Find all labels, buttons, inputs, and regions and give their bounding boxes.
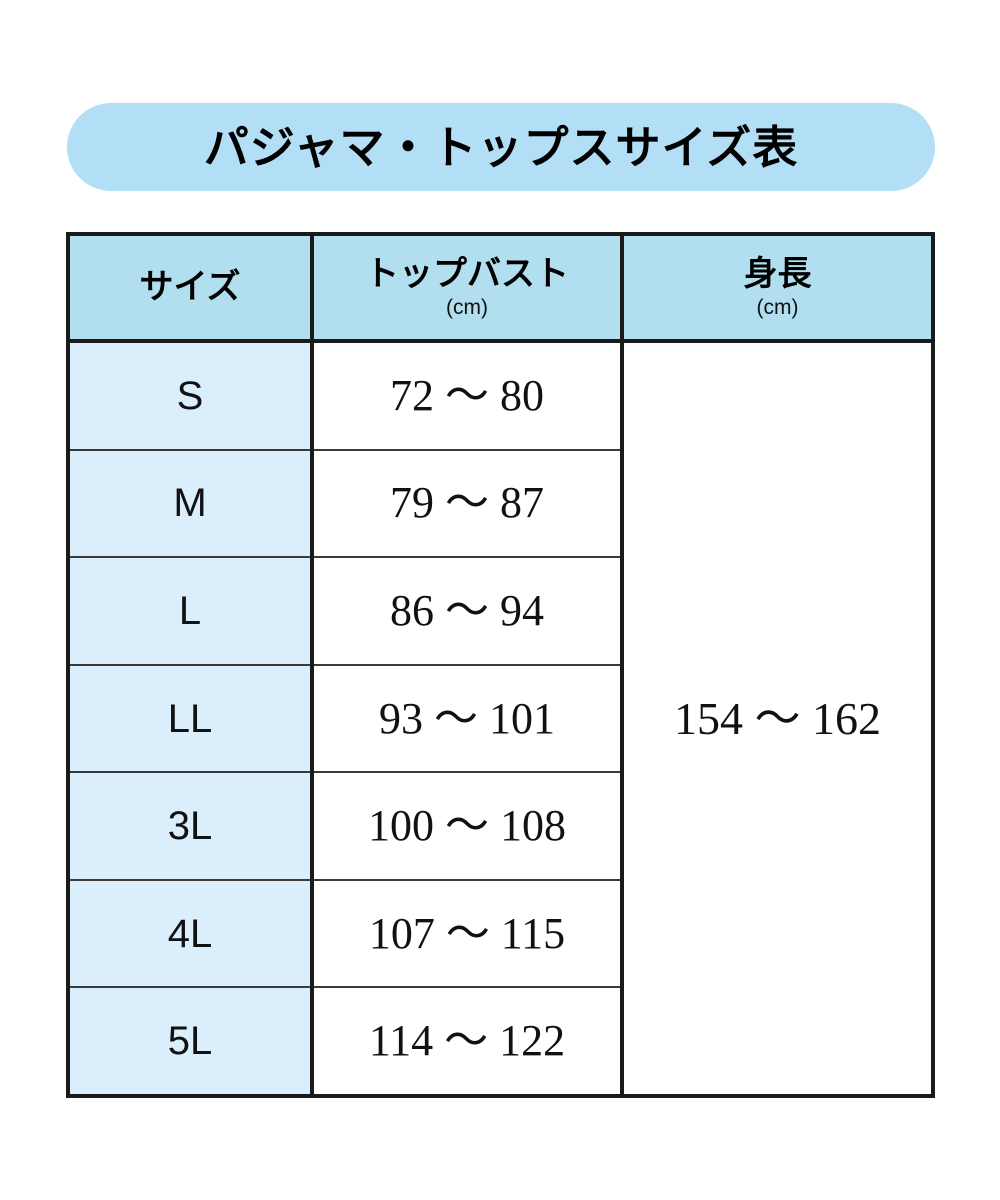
size-value: 4L [167,911,213,956]
table-body: S M L LL 3L 4L 5L 72 〜 80 79 〜 87 86 〜 9… [70,343,931,1094]
size-value: 3L [167,804,213,849]
table-cell: 72 〜 80 [314,343,620,451]
table-cell: 107 〜 115 [314,881,620,989]
column-header-size-label: サイズ [139,266,241,307]
table-cell: 100 〜 108 [314,773,620,881]
column-header-top-bust-unit: (cm) [446,295,488,319]
height-value: 154 〜 162 [674,692,881,744]
table-cell: 86 〜 94 [314,558,620,666]
table-header-row: サイズ トップバスト (cm) 身長 (cm) [70,236,931,343]
table-row: S [70,343,310,451]
size-value: M [173,481,207,526]
size-value: LL [167,696,213,741]
top-bust-value: 100 〜 108 [368,801,566,851]
table-row: 3L [70,773,310,881]
column-header-top-bust: トップバスト (cm) [314,236,624,339]
table-cell: 79 〜 87 [314,451,620,559]
top-bust-value: 107 〜 115 [368,908,566,958]
table-row: LL [70,666,310,774]
table-cell: 93 〜 101 [314,666,620,774]
size-table: サイズ トップバスト (cm) 身長 (cm) S M L LL 3L 4L 5… [66,232,935,1098]
top-bust-value: 79 〜 87 [390,478,544,528]
size-value: S [176,373,204,418]
chart-title-banner: パジャマ・トップスサイズ表 [67,103,935,191]
column-header-height-label: 身長 [743,254,812,295]
top-bust-value: 114 〜 122 [368,1016,566,1066]
top-bust-value: 72 〜 80 [390,370,544,420]
column-header-height: 身長 (cm) [624,236,931,339]
size-value: L [178,588,202,633]
table-row: M [70,451,310,559]
column-header-size: サイズ [70,236,314,339]
table-cell: 114 〜 122 [314,988,620,1094]
column-header-height-unit: (cm) [756,295,799,319]
table-row: L [70,558,310,666]
size-column: S M L LL 3L 4L 5L [70,343,314,1094]
column-header-top-bust-label: トップバスト [365,254,569,295]
top-bust-value: 93 〜 101 [379,693,555,743]
top-bust-value: 86 〜 94 [390,585,544,635]
height-merged-cell: 154 〜 162 [624,343,931,1094]
page-title: パジャマ・トップスサイズ表 [203,120,799,174]
size-value: 5L [167,1019,213,1064]
table-row: 5L [70,988,310,1094]
top-bust-column: 72 〜 80 79 〜 87 86 〜 94 93 〜 101 100 〜 1… [314,343,624,1094]
table-row: 4L [70,881,310,989]
